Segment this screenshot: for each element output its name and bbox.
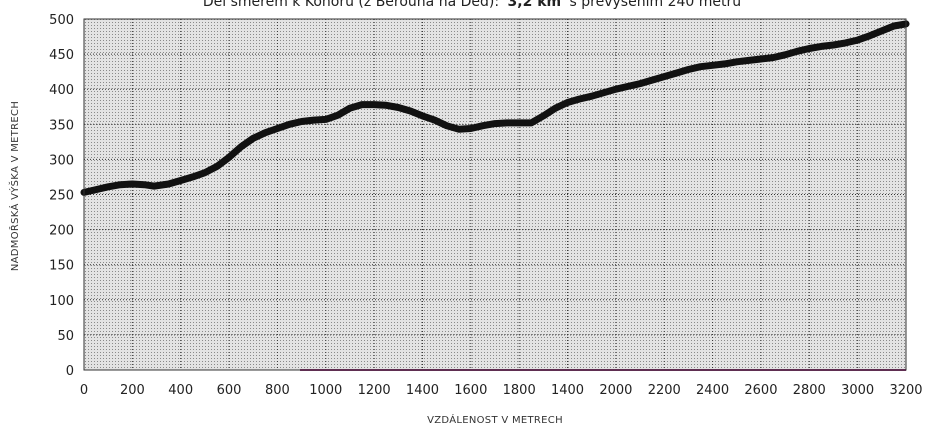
x-tick-label: 1000 [309, 383, 342, 398]
x-tick-label: 800 [265, 383, 290, 398]
y-tick-label: 300 [49, 153, 74, 168]
x-tick-label: 200 [120, 383, 145, 398]
x-tick-label: 2200 [648, 383, 681, 398]
x-axis-title: VZDÁLENOST V METRECH [427, 413, 563, 426]
y-tick-label: 200 [49, 224, 74, 239]
x-tick-label: 2000 [599, 383, 632, 398]
x-tick-label: 1200 [358, 383, 391, 398]
y-axis-title: NADMOŘSKÁ VÝŠKA V METRECH [8, 101, 21, 271]
y-tick-label: 400 [49, 83, 74, 98]
x-tick-label: 1400 [551, 383, 584, 398]
x-axis-tick-labels: 0 200 400 600 800 1000 1200 1400 1600 1800 1400 200… [80, 383, 923, 398]
x-tick-label: 1400 [406, 383, 439, 398]
y-tick-label: 50 [57, 329, 74, 344]
x-tick-label: 600 [217, 383, 242, 398]
y-tick-label: 100 [49, 294, 74, 309]
x-tick-label: 2600 [744, 383, 777, 398]
y-tick-label: 150 [49, 259, 74, 274]
y-axis-tick-labels: 0 50 100 150 200 250 300 350 400 450 500 [49, 13, 74, 379]
chart-title-prefix: Děl směrem k Kohoru (z Berouna na Děd): [203, 0, 499, 10]
y-tick-label: 450 [49, 48, 74, 63]
plot-frame [83, 18, 907, 371]
chart-title-suffix: s převýšením 240 metrů [570, 0, 742, 10]
y-tick-label: 350 [49, 118, 74, 133]
x-tick-label: 1600 [454, 383, 487, 398]
x-tick-label: 0 [80, 383, 88, 398]
chart-title-distance: 3,2 km [508, 0, 562, 10]
x-tick-label: 3000 [841, 383, 874, 398]
x-tick-label: 1800 [503, 383, 536, 398]
x-tick-label: 2400 [696, 383, 729, 398]
x-tick-label: 2800 [793, 383, 826, 398]
y-tick-label: 500 [49, 13, 74, 28]
chart-title: Děl směrem k Kohoru (z Berouna na Děd): … [203, 0, 741, 10]
x-tick-label: 400 [168, 383, 193, 398]
y-tick-label: 0 [66, 364, 74, 379]
elevation-series-line [80, 20, 910, 196]
y-tick-label: 250 [49, 189, 74, 204]
x-tick-label: 3200 [889, 383, 922, 398]
